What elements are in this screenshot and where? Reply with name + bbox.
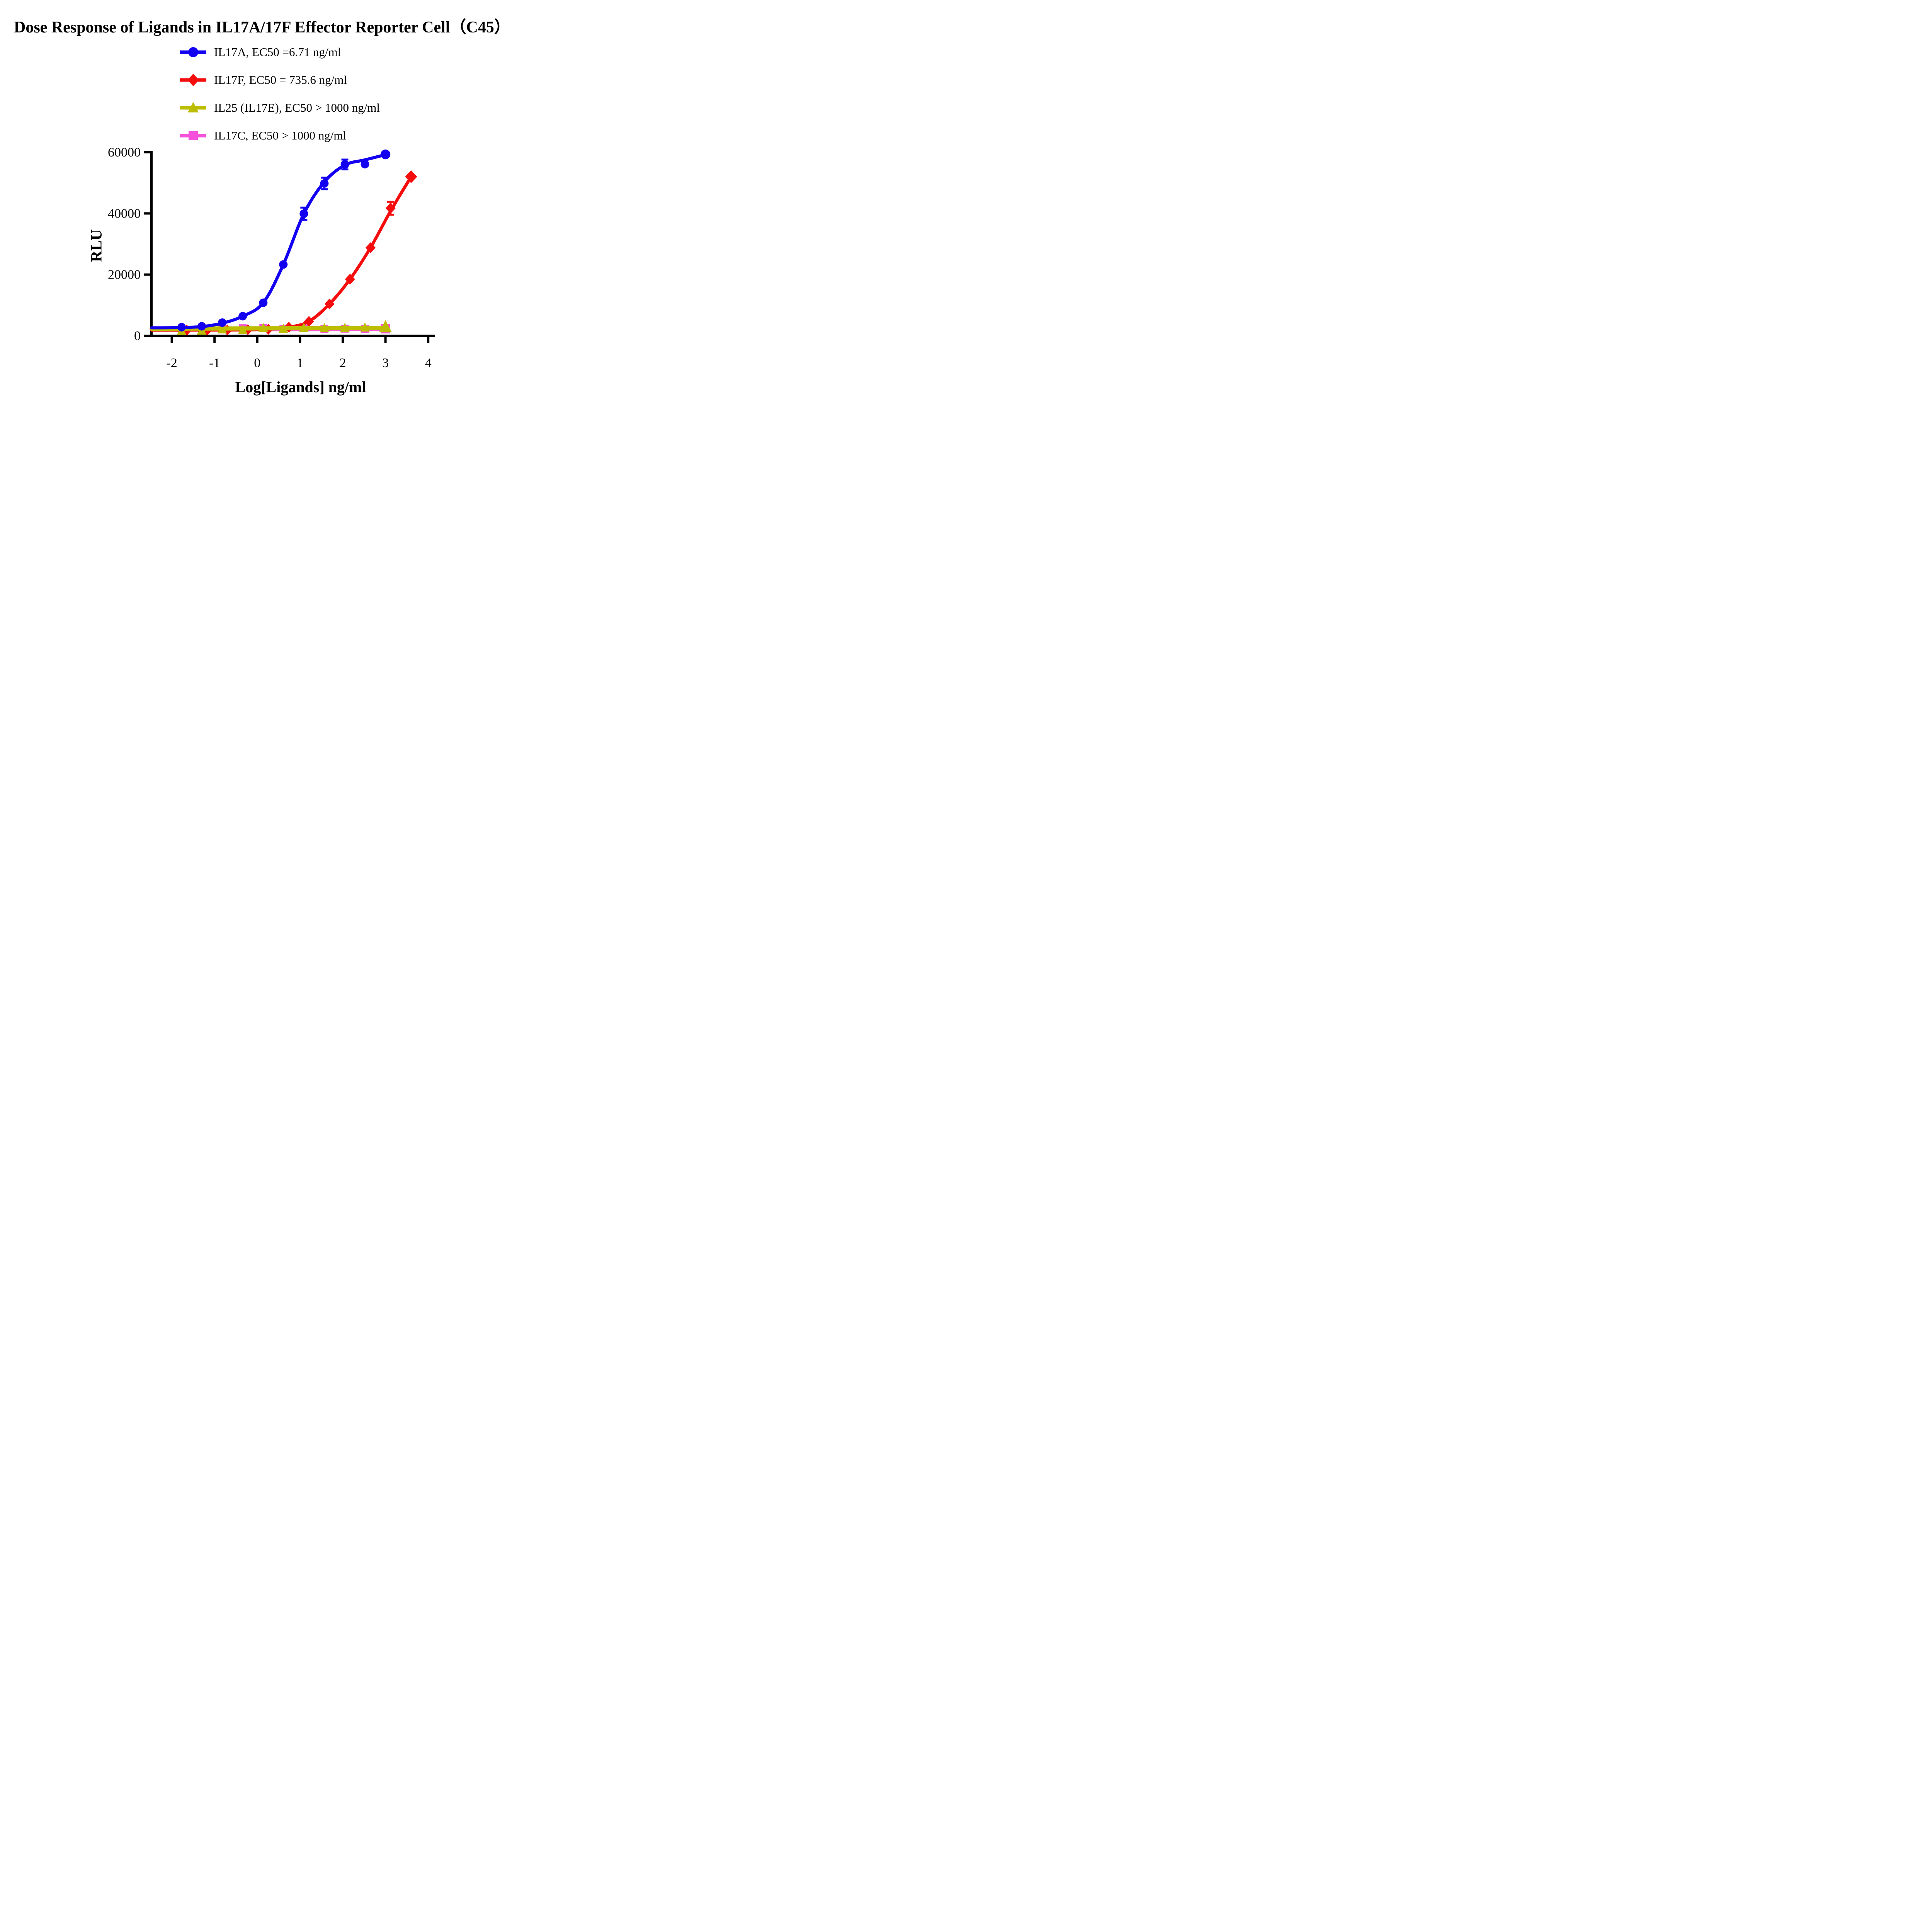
chart-title: Dose Response of Ligands in IL17A/17F Ef… (14, 19, 510, 36)
chart-plot-area: -2 -1 0 1 2 3 4 0 20000 40000 60000 (108, 145, 435, 370)
legend-marker-square-icon (180, 131, 206, 140)
legend-marker-diamond-icon (180, 74, 206, 86)
series-il17f (150, 170, 417, 336)
y-axis-title: RLU (87, 229, 105, 262)
y-tick-label: 0 (134, 329, 141, 343)
legend-item-label: IL17F, EC50 = 735.6 ng/ml (214, 73, 347, 87)
legend-item-label: IL17C, EC50 > 1000 ng/ml (214, 129, 347, 142)
legend-item-il17f: IL17F, EC50 = 735.6 ng/ml (179, 73, 380, 87)
legend-item-il17a: IL17A, EC50 =6.71 ng/ml (179, 45, 380, 59)
legend: IL17A, EC50 =6.71 ng/ml IL17F, EC50 = 73… (179, 45, 380, 142)
x-tick-label: -1 (209, 356, 220, 370)
legend-item-il17c: IL17C, EC50 > 1000 ng/ml (179, 129, 380, 142)
legend-item-label: IL17A, EC50 =6.71 ng/ml (214, 45, 341, 59)
fit-curve (150, 175, 413, 332)
x-tick-label: 2 (340, 356, 346, 370)
x-axis-ticks: -2 -1 0 1 2 3 4 (166, 336, 432, 370)
x-axis-title: Log[Ligands] ng/ml (235, 378, 366, 396)
y-tick-label: 20000 (108, 268, 141, 282)
x-tick-label: 0 (254, 356, 260, 370)
x-tick-label: 1 (297, 356, 303, 370)
x-tick-label: 3 (382, 356, 389, 370)
y-tick-label: 40000 (108, 206, 141, 221)
fit-curve (150, 153, 387, 330)
legend-item-label: IL25 (IL17E), EC50 > 1000 ng/ml (214, 101, 380, 114)
figure: Dose Response of Ligands in IL17A/17F Ef… (0, 0, 576, 396)
x-tick-label: -2 (166, 356, 177, 370)
y-axis-ticks: 0 20000 40000 60000 (108, 145, 151, 343)
legend-marker-triangle-icon (180, 102, 206, 112)
y-tick-label: 60000 (108, 145, 141, 160)
legend-marker-circle-icon (180, 47, 206, 57)
legend-item-il25: IL25 (IL17E), EC50 > 1000 ng/ml (179, 101, 380, 114)
series-il17a (150, 149, 391, 332)
x-tick-label: 4 (425, 356, 432, 370)
